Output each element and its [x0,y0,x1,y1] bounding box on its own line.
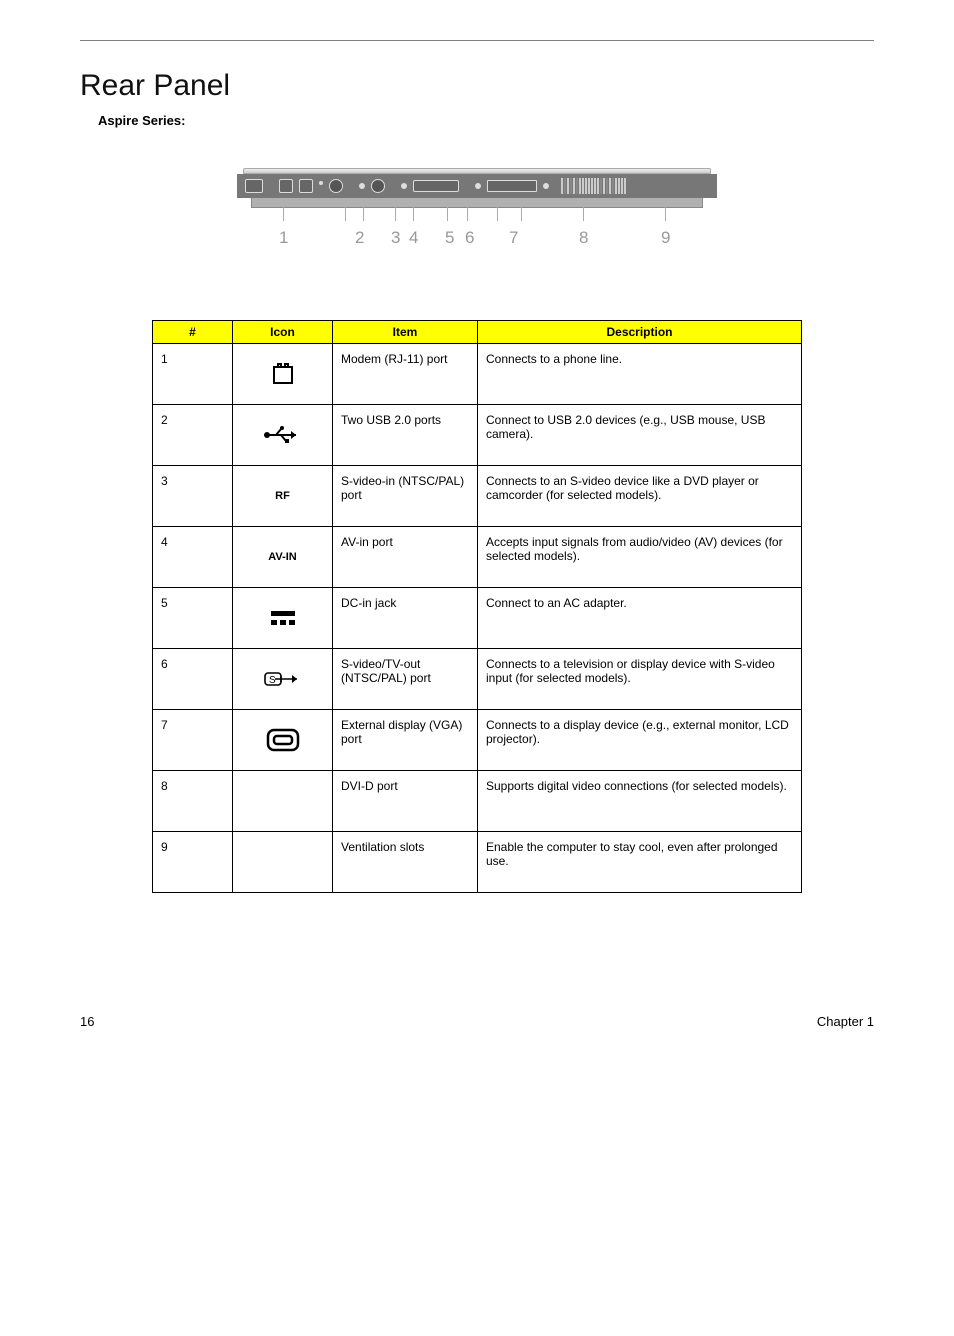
table-row: 7 External display (VGA) portConnects to … [153,710,802,771]
row-number: 7 [153,710,233,771]
row-item: Two USB 2.0 ports [333,405,478,466]
table-row: 2 Two USB 2.0 portsConnect to USB 2.0 dev… [153,405,802,466]
row-number: 1 [153,344,233,405]
row-icon [233,832,333,893]
table-row: 1 Modem (RJ-11) portConnects to a phone l… [153,344,802,405]
row-description: Connect to an AC adapter. [478,588,802,649]
page-title: Rear Panel [80,69,874,103]
row-icon [233,405,333,466]
ventilation-icon [561,178,626,194]
table-row: 9 Ventilation slotsEnable the computer to… [153,832,802,893]
row-number: 4 [153,527,233,588]
row-icon: RF [233,466,333,527]
row-description: Connects to an S-video device like a DVD… [478,466,802,527]
row-item: Ventilation slots [333,832,478,893]
row-item: DVI-D port [333,771,478,832]
row-number: 8 [153,771,233,832]
diagram-callout-7: 7 [509,228,518,248]
row-description: Connects to a phone line. [478,344,802,405]
diagram-callout-4: 4 [409,228,418,248]
row-description: Connect to USB 2.0 devices (e.g., USB mo… [478,405,802,466]
row-item: DC-in jack [333,588,478,649]
header-num: # [153,321,233,344]
diagram-callout-3: 3 [391,228,400,248]
row-item: AV-in port [333,527,478,588]
row-item: S-video-in (NTSC/PAL) port [333,466,478,527]
diagram-callout-9: 9 [661,228,670,248]
diagram-callout-1: 1 [279,228,288,248]
subtitle: Aspire Series: [98,113,874,128]
row-item: Modem (RJ-11) port [333,344,478,405]
row-number: 2 [153,405,233,466]
header-desc: Description [478,321,802,344]
row-number: 6 [153,649,233,710]
table-row: 5 DC-in jackConnect to an AC adapter. [153,588,802,649]
header-icon: Icon [233,321,333,344]
diagram-callout-2: 2 [355,228,364,248]
table-row: 8 DVI-D portSupports digital video connec… [153,771,802,832]
row-description: Accepts input signals from audio/video (… [478,527,802,588]
top-rule [80,40,874,41]
diagram-callout-5: 5 [445,228,454,248]
diagram-callout-8: 8 [579,228,588,248]
row-number: 5 [153,588,233,649]
page-number-right: Chapter 1 [817,1014,874,1029]
row-description: Supports digital video connections (for … [478,771,802,832]
row-item: S-video/TV-out (NTSC/PAL) port [333,649,478,710]
row-number: 3 [153,466,233,527]
table-row: 3RFS-video-in (NTSC/PAL) portConnects to… [153,466,802,527]
row-icon [233,344,333,405]
header-item: Item [333,321,478,344]
row-description: Connects to a television or display devi… [478,649,802,710]
row-description: Enable the computer to stay cool, even a… [478,832,802,893]
table-header-row: # Icon Item Description [153,321,802,344]
row-icon: AV-IN [233,527,333,588]
row-icon [233,588,333,649]
table-row: 4AV-INAV-in portAccepts input signals fr… [153,527,802,588]
ports-table: # Icon Item Description 1 Modem (RJ-11) p… [152,320,802,893]
row-item: External display (VGA) port [333,710,478,771]
row-number: 9 [153,832,233,893]
row-description: Connects to a display device (e.g., exte… [478,710,802,771]
table-row: 6 S S-video/TV-out (NTSC/PAL) portConnects… [153,649,802,710]
rear-panel-diagram: 123456789 [80,168,874,250]
row-icon [233,771,333,832]
diagram-callout-6: 6 [465,228,474,248]
row-icon [233,710,333,771]
page-number-left: 16 [80,1014,94,1029]
row-icon: S [233,649,333,710]
svg-text:S: S [269,675,276,686]
